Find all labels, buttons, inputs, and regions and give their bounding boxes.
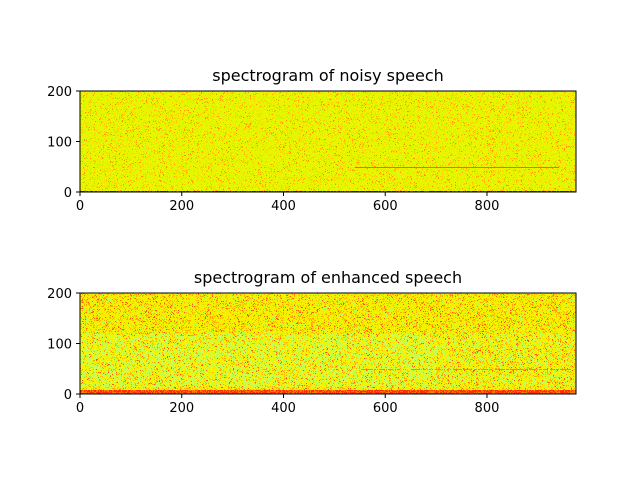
- x-tick-label: 800: [475, 401, 500, 416]
- x-tick-label: 200: [169, 401, 194, 416]
- y-tick-label: 100: [47, 136, 72, 151]
- y-tick-label: 100: [47, 338, 72, 353]
- y-tick-label: 200: [47, 85, 72, 100]
- x-tick-label: 400: [271, 199, 296, 214]
- x-tick-label: 200: [169, 199, 194, 214]
- x-tick-label: 600: [373, 199, 398, 214]
- y-tick-label: 200: [47, 287, 72, 302]
- y-tick-label: 0: [64, 388, 72, 403]
- plot-frame: [79, 90, 577, 193]
- x-tick-label: 0: [76, 401, 84, 416]
- x-tick-label: 800: [475, 199, 500, 214]
- chart-title-noisy: spectrogram of noisy speech: [212, 66, 444, 85]
- spectrogram-enhanced-heatmap: [80, 293, 576, 394]
- plot-frame: [79, 292, 577, 395]
- chart-title-enhanced: spectrogram of enhanced speech: [193, 268, 463, 287]
- y-tick-label: 0: [64, 186, 72, 201]
- x-tick-label: 0: [76, 199, 84, 214]
- x-tick-label: 600: [373, 401, 398, 416]
- spectrogram-noisy-heatmap: [80, 91, 576, 192]
- x-tick-label: 400: [271, 401, 296, 416]
